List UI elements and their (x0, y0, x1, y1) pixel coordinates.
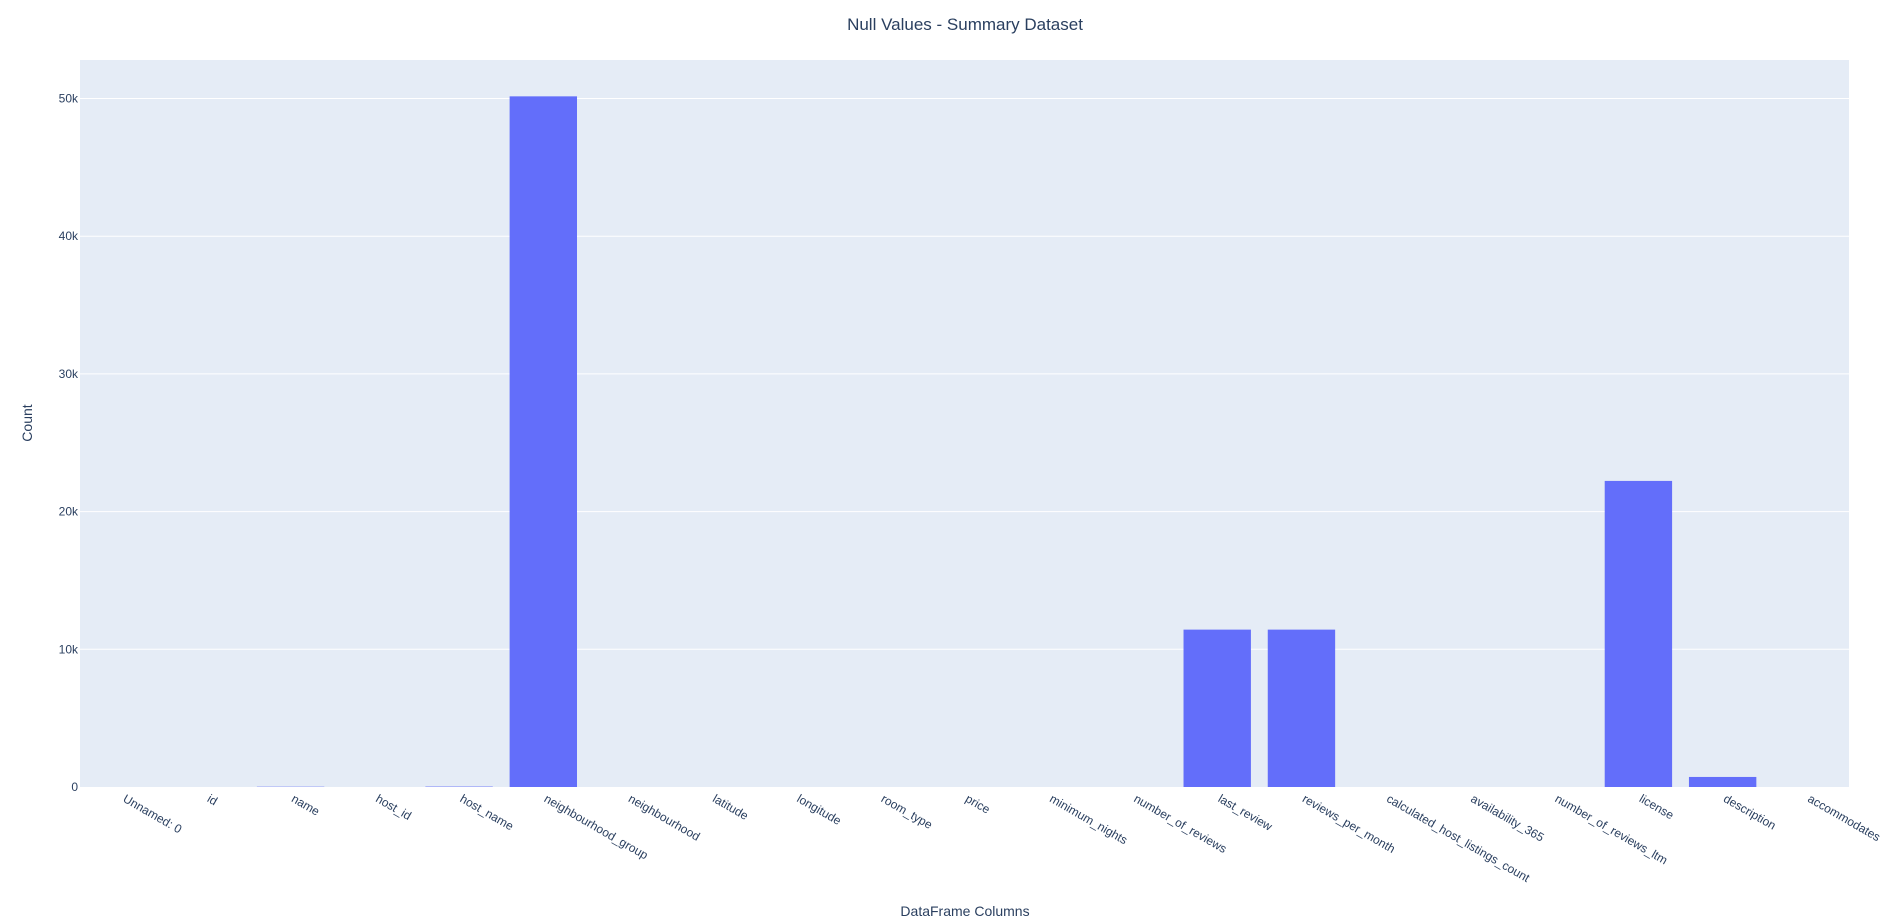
x-tick-label: host_name (458, 791, 517, 833)
x-tick-label: id (205, 791, 220, 808)
x-tick-label: license (1637, 791, 1677, 822)
bar (1688, 776, 1757, 787)
x-tick-label: availability_365 (1468, 791, 1546, 844)
x-tick-label: room_type (879, 791, 935, 832)
x-tick-label: host_id (373, 791, 414, 822)
x-axis-title: DataFrame Columns (900, 903, 1029, 919)
bar (1604, 480, 1673, 787)
x-tick-label: accommodates (1805, 791, 1882, 844)
x-axis-ticks: Unnamed: 0 id name host_id host_name neighbou… (121, 791, 1883, 885)
bar (509, 96, 578, 788)
y-tick-label: 40k (59, 229, 79, 243)
y-tick-label: 50k (59, 92, 79, 106)
y-axis-ticks: 0 10k 20k 30k 40k 50k (59, 92, 79, 794)
x-tick-label: name (289, 791, 322, 818)
x-tick-label: latitude (710, 791, 751, 823)
x-tick-label: price (963, 791, 993, 816)
plot-background (80, 60, 1849, 787)
x-tick-label: Unnamed: 0 (121, 791, 185, 836)
x-tick-label: longitude (795, 791, 844, 828)
gridlines (80, 98, 1849, 650)
x-tick-label: reviews_per_month (1300, 791, 1398, 855)
x-tick-label: number_of_reviews (1131, 791, 1229, 855)
bar (1267, 629, 1336, 787)
x-tick-label: minimum_nights (1047, 791, 1130, 847)
x-tick-label: neighbourhood (626, 791, 702, 843)
x-tick-label: description (1721, 791, 1778, 832)
y-tick-label: 0 (71, 780, 78, 794)
bar (1183, 629, 1251, 787)
chart-title: Null Values - Summary Dataset (847, 15, 1083, 34)
y-tick-label: 10k (59, 642, 79, 656)
x-tick-label: calculated_host_listings_count (1384, 791, 1533, 885)
x-tick-label: last_review (1216, 791, 1275, 833)
y-tick-label: 30k (59, 367, 79, 381)
bars (256, 96, 1757, 788)
y-axis-title: Count (19, 404, 35, 441)
y-tick-label: 20k (59, 505, 79, 519)
